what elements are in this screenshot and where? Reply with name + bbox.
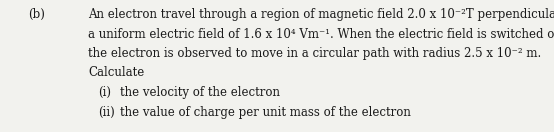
Text: (i): (i) bbox=[98, 86, 111, 99]
Text: (b): (b) bbox=[28, 8, 45, 21]
Text: a uniform electric field of 1.6 x 10⁴ Vm⁻¹. When the electric field is switched : a uniform electric field of 1.6 x 10⁴ Vm… bbox=[88, 27, 554, 41]
Text: An electron travel through a region of magnetic field 2.0 x 10⁻²T perpendicular : An electron travel through a region of m… bbox=[88, 8, 554, 21]
Text: the velocity of the electron: the velocity of the electron bbox=[120, 86, 280, 99]
Text: Calculate: Calculate bbox=[88, 67, 144, 79]
Text: the value of charge per unit mass of the electron: the value of charge per unit mass of the… bbox=[120, 105, 411, 119]
Text: the electron is observed to move in a circular path with radius 2.5 x 10⁻² m.: the electron is observed to move in a ci… bbox=[88, 47, 541, 60]
Text: (ii): (ii) bbox=[98, 105, 115, 119]
